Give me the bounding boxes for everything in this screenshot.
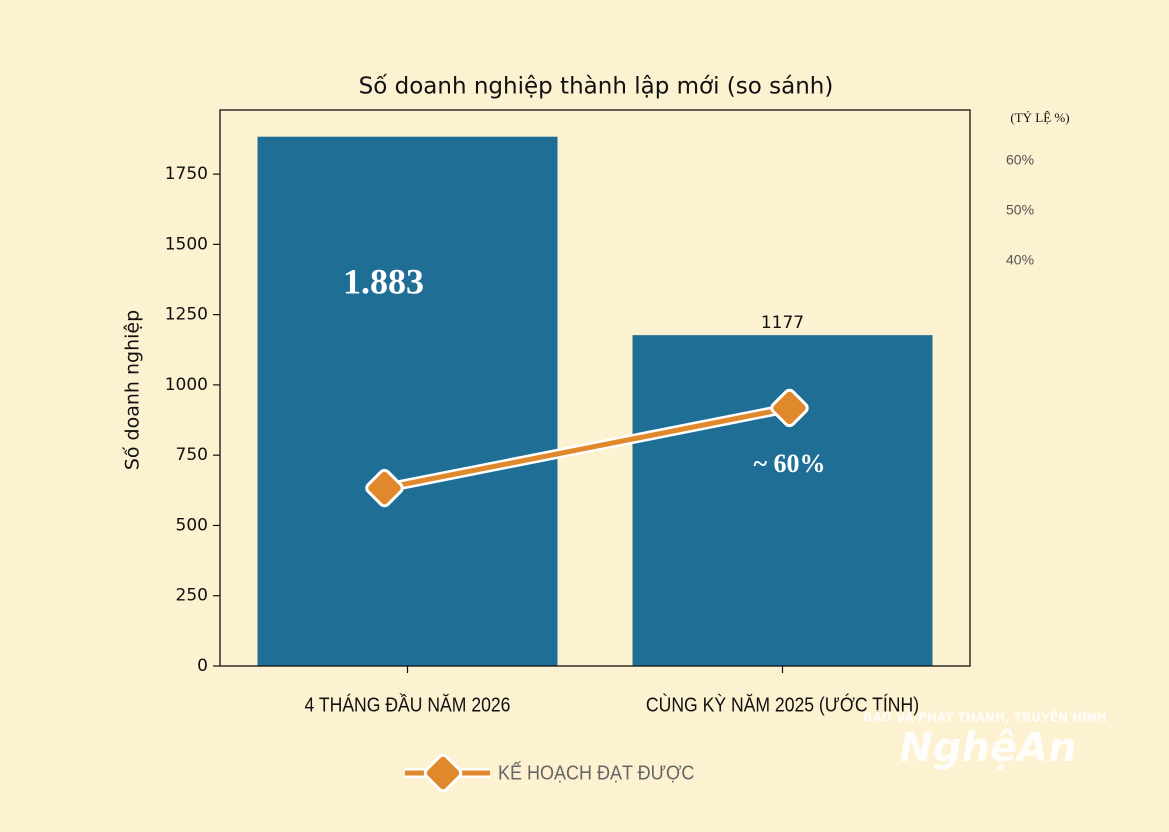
watermark-line: BÁO VÀ PHÁT THANH, TRUYỀN HÌNH	[863, 708, 1107, 725]
chart-title: Số doanh nghiệp thành lập mới (so sánh)	[359, 74, 834, 100]
legend-label: KẾ HOẠCH ĐẠT ĐƯỢC	[498, 761, 695, 784]
plot-area: 0 250 500 750 1000 1250 1500 1750 60% 50% 40% 4 THÁ…	[165, 136, 1034, 793]
y-axis-label: Số doanh nghiệp	[122, 310, 144, 470]
y-tick-label: 1750	[165, 164, 208, 184]
value-label: 1.883	[343, 262, 424, 302]
y-tick-label: 750	[176, 445, 208, 465]
y-tick-label: 250	[176, 586, 208, 606]
value-label: 1177	[761, 313, 804, 333]
plot-frame	[219, 109, 971, 667]
y-tick-label: 500	[176, 515, 208, 535]
y2-tick-label: 50%	[1006, 202, 1034, 218]
y2-axis-label: (TỶ LỆ %)	[1010, 110, 1069, 125]
line-marker	[770, 388, 809, 428]
y-tick-label: 1000	[165, 375, 208, 395]
x-tick-label: 4 THÁNG ĐẦU NĂM 2026	[305, 693, 511, 715]
y-tick-label: 1500	[165, 234, 208, 254]
line-marker	[365, 468, 404, 508]
annotation: ~ 60%	[753, 449, 825, 478]
bar	[257, 136, 558, 666]
y2-tick-label: 40%	[1006, 252, 1034, 268]
y2-tick-label: 60%	[1006, 152, 1034, 168]
line	[384, 405, 790, 491]
legend-marker	[423, 753, 463, 793]
x-tick-label: CÙNG KỲ NĂM 2025 (ƯỚC TÍNH)	[646, 693, 919, 715]
y-tick-label: 0	[197, 656, 208, 676]
watermark-logo: NghệAn	[899, 725, 1076, 771]
bar	[632, 335, 933, 666]
y-tick-label: 1250	[165, 305, 208, 325]
